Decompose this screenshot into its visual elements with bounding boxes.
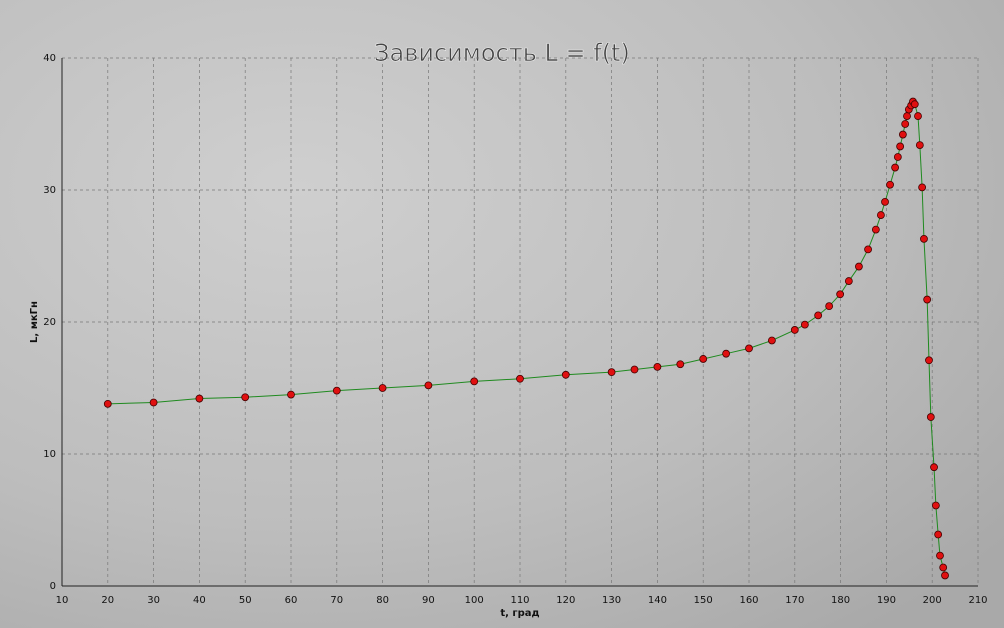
data-point bbox=[896, 142, 905, 151]
y-axis-label: L, мкГн bbox=[29, 301, 40, 343]
data-point bbox=[814, 311, 823, 320]
data-point bbox=[898, 130, 907, 139]
data-point bbox=[195, 394, 204, 403]
data-point bbox=[877, 211, 885, 219]
data-point bbox=[844, 277, 853, 285]
data-point bbox=[745, 344, 753, 353]
x-tick-label: 180 bbox=[831, 595, 850, 606]
x-tick-label: 210 bbox=[968, 595, 987, 606]
x-tick-label: 110 bbox=[510, 595, 529, 606]
data-point bbox=[931, 501, 940, 510]
data-point bbox=[332, 386, 341, 395]
data-point bbox=[886, 180, 894, 189]
data-point bbox=[630, 365, 639, 374]
data-point bbox=[855, 262, 863, 271]
y-tick-label: 10 bbox=[43, 449, 56, 460]
data-point bbox=[891, 163, 900, 172]
x-axis-label: t, град bbox=[500, 608, 539, 619]
x-tick-label: 10 bbox=[56, 595, 69, 606]
data-point bbox=[914, 112, 922, 120]
data-point bbox=[516, 374, 524, 383]
data-point bbox=[149, 398, 158, 407]
data-point bbox=[800, 320, 809, 329]
data-point bbox=[864, 245, 872, 254]
x-tick-label: 130 bbox=[602, 595, 621, 606]
x-tick-label: 160 bbox=[739, 595, 758, 606]
x-tick-label: 30 bbox=[147, 595, 160, 606]
x-tick-label: 170 bbox=[785, 595, 804, 606]
x-tick-label: 190 bbox=[877, 595, 896, 606]
x-tick-label: 60 bbox=[285, 595, 298, 606]
x-tick-label: 200 bbox=[923, 595, 942, 606]
data-point bbox=[676, 360, 685, 369]
data-point bbox=[910, 100, 919, 109]
data-point bbox=[893, 153, 902, 161]
x-tick-label: 120 bbox=[556, 595, 575, 606]
data-point bbox=[930, 463, 938, 472]
x-tick-label: 50 bbox=[239, 595, 252, 606]
data-point bbox=[923, 295, 932, 304]
data-point bbox=[287, 390, 295, 399]
x-tick-label: 100 bbox=[465, 595, 484, 606]
data-point bbox=[881, 197, 889, 206]
y-tick-label: 0 bbox=[50, 581, 56, 592]
x-tick-label: 20 bbox=[101, 595, 114, 606]
data-point bbox=[722, 349, 730, 358]
y-tick-label: 30 bbox=[43, 185, 56, 196]
data-point bbox=[699, 355, 708, 363]
data-point bbox=[915, 141, 924, 150]
data-point bbox=[871, 225, 880, 234]
y-tick-label: 20 bbox=[43, 317, 56, 328]
data-line bbox=[107, 100, 946, 576]
data-point bbox=[790, 326, 799, 334]
data-point bbox=[607, 368, 616, 377]
x-tick-label: 80 bbox=[376, 595, 389, 606]
x-tick-label: 90 bbox=[422, 595, 435, 606]
data-point bbox=[920, 234, 928, 243]
x-tick-label: 40 bbox=[193, 595, 206, 606]
data-point bbox=[941, 571, 949, 580]
data-point bbox=[936, 551, 944, 560]
x-tick-label: 150 bbox=[694, 595, 713, 606]
data-point bbox=[103, 399, 112, 408]
data-point bbox=[901, 120, 910, 128]
data-point bbox=[825, 302, 834, 311]
chart-title: Зависимость L = f(t) bbox=[374, 39, 630, 67]
data-point bbox=[918, 183, 927, 192]
data-point bbox=[470, 377, 479, 386]
data-point bbox=[903, 112, 911, 120]
y-tick-label: 40 bbox=[43, 53, 56, 64]
data-point bbox=[653, 362, 662, 371]
data-point bbox=[424, 381, 433, 390]
data-point bbox=[768, 336, 776, 345]
data-point bbox=[836, 290, 845, 299]
x-tick-label: 140 bbox=[648, 595, 667, 606]
data-point bbox=[926, 413, 935, 421]
data-point bbox=[561, 370, 570, 379]
data-point bbox=[939, 563, 948, 572]
data-point bbox=[925, 356, 933, 365]
data-point bbox=[241, 393, 250, 402]
data-point bbox=[934, 530, 943, 539]
x-tick-label: 70 bbox=[330, 595, 343, 606]
data-point bbox=[378, 384, 387, 392]
